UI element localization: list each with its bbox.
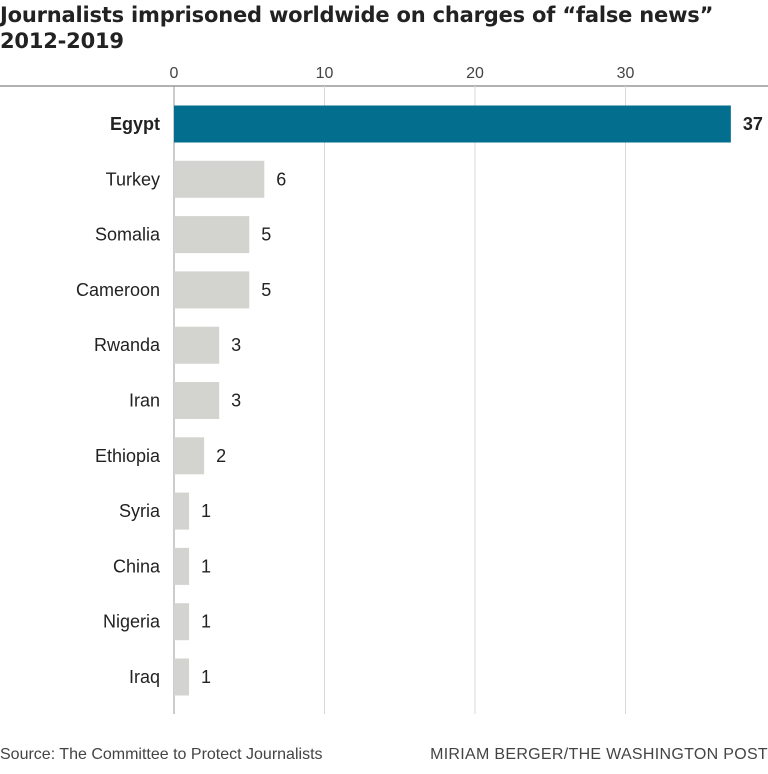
value-label: 1 (201, 501, 211, 521)
value-label: 5 (261, 225, 271, 245)
value-label: 2 (216, 446, 226, 466)
bar-turkey (174, 160, 265, 198)
bar-iraq (174, 658, 190, 696)
category-label: Iraq (129, 667, 160, 687)
bar-rwanda (174, 326, 220, 364)
category-label: Egypt (110, 114, 160, 134)
x-tick-label: 10 (316, 65, 334, 82)
x-tick-label: 0 (170, 65, 179, 82)
category-label: Somalia (95, 225, 161, 245)
source-note: Source: The Committee to Protect Journal… (0, 746, 323, 763)
category-label: Ethiopia (95, 446, 161, 466)
chart-title: Journalists imprisoned worldwide on char… (0, 2, 768, 54)
chart-title-line2: 2012-2019 (0, 29, 124, 53)
bar-egypt (174, 105, 731, 143)
value-label: 5 (261, 280, 271, 300)
value-label: 37 (743, 114, 763, 134)
category-label: Rwanda (94, 335, 161, 355)
category-label: Syria (119, 501, 161, 521)
bar-nigeria (174, 603, 190, 641)
category-label: Iran (129, 391, 160, 411)
value-label: 3 (231, 335, 241, 355)
category-label: Turkey (106, 169, 160, 189)
x-tick-label: 20 (466, 65, 484, 82)
x-tick-label: 30 (617, 65, 635, 82)
category-label: China (113, 556, 161, 576)
chart-title-line1: Journalists imprisoned worldwide on char… (0, 3, 714, 27)
credit-note: MIRIAM BERGER/THE WASHINGTON POST (430, 746, 768, 763)
value-label: 1 (201, 556, 211, 576)
category-label: Nigeria (103, 612, 161, 632)
value-label: 6 (276, 169, 286, 189)
bar-ethiopia (174, 437, 205, 475)
bar-cameroon (174, 271, 250, 309)
value-label: 1 (201, 667, 211, 687)
category-label: Cameroon (76, 280, 160, 300)
bar-syria (174, 492, 190, 530)
value-label: 3 (231, 391, 241, 411)
bar-iran (174, 382, 220, 419)
value-label: 1 (201, 612, 211, 632)
bar-somalia (174, 216, 250, 254)
bar-china (174, 547, 190, 585)
